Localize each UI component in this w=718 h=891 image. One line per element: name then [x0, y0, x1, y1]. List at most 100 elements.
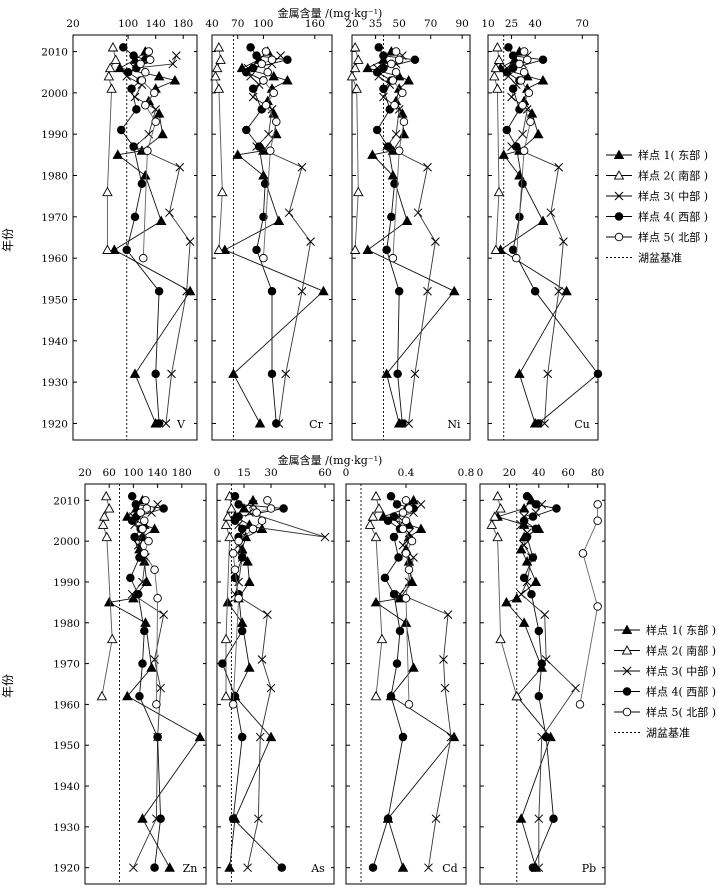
bottom-x-axis-title: 金属含量 /(mg·kg⁻¹): [278, 453, 383, 467]
data-point: [502, 67, 512, 77]
data-point: [546, 208, 556, 218]
data-point: [593, 500, 602, 509]
x-tick-label: 0: [343, 467, 350, 479]
data-point: [519, 573, 529, 583]
data-point: [521, 556, 533, 566]
data-point: [398, 524, 408, 534]
data-point: [534, 814, 544, 824]
data-point: [237, 626, 247, 636]
data-point: [130, 212, 140, 222]
data-point: [220, 519, 232, 529]
data-point: [267, 286, 277, 296]
data-point: [265, 731, 277, 742]
data-point: [383, 814, 393, 823]
x-tick-label: 25: [505, 18, 518, 30]
data-point: [395, 626, 405, 636]
legend-label: 样点 2( 南部 ): [646, 644, 716, 658]
data-point: [386, 491, 396, 501]
data-point: [349, 244, 361, 254]
data-point: [403, 556, 415, 566]
data-point: [138, 659, 147, 668]
data-point: [135, 691, 144, 701]
series-5: [398, 496, 417, 709]
data-point: [228, 814, 238, 823]
data-point: [297, 162, 307, 172]
data-point: [404, 419, 413, 428]
panel-pb: 0 20 40 60 80 Pb: [477, 467, 606, 885]
data-point: [398, 88, 407, 98]
data-point: [164, 862, 175, 872]
data-point: [137, 813, 148, 823]
data-point: [423, 286, 432, 296]
data-point: [370, 531, 382, 542]
series-2: [96, 490, 118, 701]
data-point: [263, 496, 272, 505]
data-point: [226, 503, 237, 513]
data-point: [530, 286, 540, 296]
series-4: [126, 491, 168, 872]
data-point: [593, 369, 603, 379]
data-point: [495, 633, 506, 644]
y-tick-label: 2010: [53, 495, 80, 507]
data-point: [139, 253, 148, 263]
series-2: [102, 41, 121, 254]
data-point: [394, 146, 404, 155]
x-tick-label: 100: [118, 18, 138, 30]
series-5: [575, 500, 602, 709]
data-point: [446, 732, 456, 742]
data-point: [381, 368, 392, 378]
data-point: [237, 732, 247, 742]
data-point: [260, 179, 270, 189]
data-point: [533, 128, 544, 139]
data-point: [397, 862, 409, 872]
series-2: [220, 490, 237, 701]
data-point: [252, 508, 261, 517]
series-5: [387, 47, 409, 263]
data-point: [409, 553, 418, 562]
series-1: [370, 494, 460, 872]
series-line: [129, 496, 164, 868]
data-point: [549, 814, 558, 823]
data-point: [561, 285, 572, 296]
data-point: [230, 516, 240, 525]
data-point: [534, 691, 544, 701]
data-point: [122, 245, 131, 255]
data-point: [145, 55, 155, 65]
data-point: [236, 617, 248, 627]
data-point: [380, 573, 390, 583]
data-point: [349, 41, 361, 52]
y-tick-label: 1990: [53, 577, 80, 589]
data-point: [399, 117, 409, 127]
data-point: [213, 83, 225, 93]
data-point: [431, 237, 440, 246]
data-point: [194, 731, 206, 742]
data-point: [102, 244, 113, 254]
legend-item: 样点 2( 南部 ): [614, 644, 716, 658]
data-point: [492, 490, 503, 501]
data-point: [512, 142, 521, 151]
data-point: [440, 683, 450, 693]
data-point: [526, 108, 538, 118]
data-point: [146, 662, 157, 672]
data-point: [114, 62, 126, 73]
element-label: Ni: [447, 418, 461, 431]
legend-item: 样点 2( 南部 ): [606, 169, 708, 183]
y-tick-label: 2000: [53, 536, 80, 548]
data-point: [126, 573, 135, 583]
data-point: [259, 76, 268, 85]
data-point: [439, 655, 448, 664]
data-point: [351, 83, 362, 93]
series-3: [243, 51, 315, 428]
data-point: [408, 662, 419, 672]
panel-frame: [479, 483, 606, 885]
series-line: [232, 500, 272, 705]
y-tick-label: 1940: [53, 781, 80, 793]
data-point: [242, 125, 251, 135]
series-5: [228, 496, 276, 709]
data-point: [515, 813, 527, 823]
data-point: [143, 146, 152, 155]
data-point: [234, 594, 243, 603]
top-x-axis-title: 金属含量 /(mg·kg⁻¹): [278, 6, 383, 20]
data-point: [554, 286, 564, 296]
data-point: [493, 54, 505, 64]
